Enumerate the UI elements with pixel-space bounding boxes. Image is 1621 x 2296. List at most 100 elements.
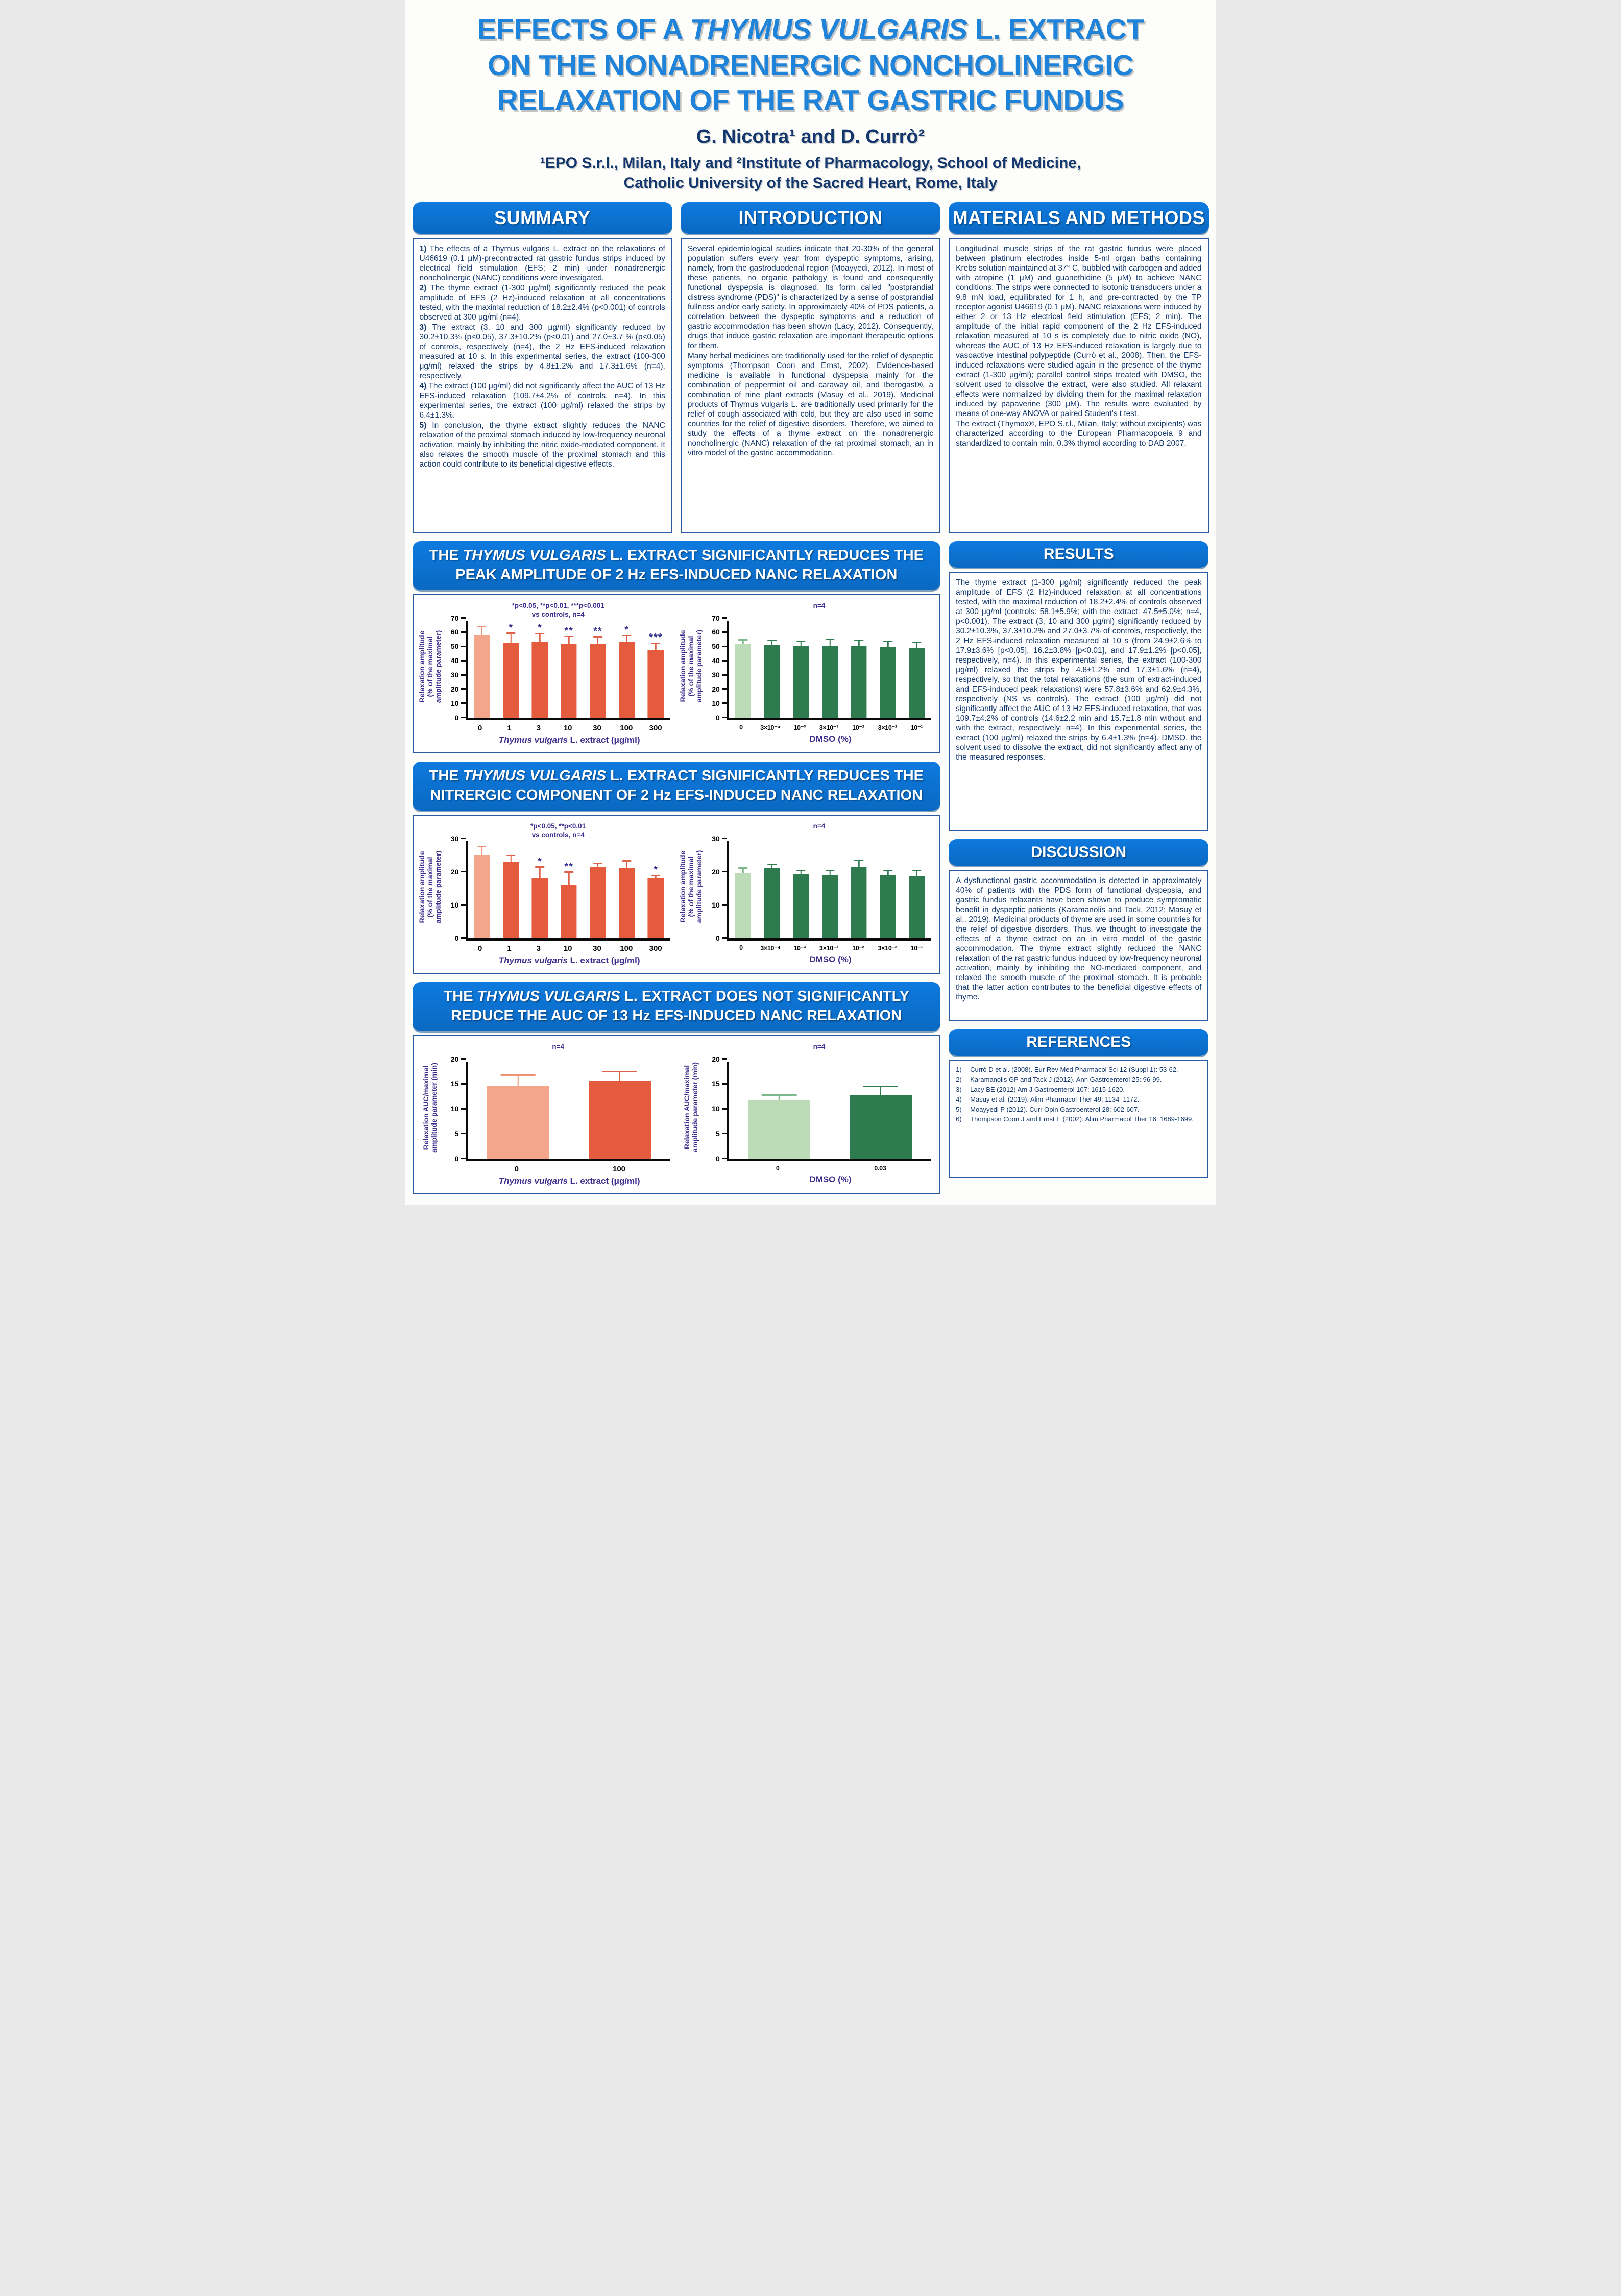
summary-section: SUMMARY 1) The effects of a Thymus vulga… bbox=[412, 202, 672, 533]
data-bar bbox=[647, 650, 664, 718]
error-bar-cap bbox=[477, 626, 487, 628]
bar-slot bbox=[731, 1062, 828, 1159]
x-category-label: 3 bbox=[536, 723, 541, 732]
results-body: The thyme extract (1-300 μg/ml) signific… bbox=[949, 571, 1209, 831]
y-tick-mark bbox=[461, 702, 466, 704]
bar-series bbox=[468, 1062, 670, 1159]
x-category-label: 0 bbox=[477, 723, 482, 732]
data-bar bbox=[588, 1080, 651, 1159]
y-tick-label: 20 bbox=[450, 685, 459, 693]
y-tick-mark bbox=[461, 631, 466, 633]
panel-peak-amplitude-charts: Relaxation amplitude (% of the maximal amp… bbox=[412, 594, 941, 753]
figure-panels: THE THYMUS VULGARIS L. EXTRACT SIGNIFICA… bbox=[412, 541, 941, 1194]
error-bar-stem bbox=[539, 866, 541, 878]
chart-peak-amplitude-dmso: Relaxation amplitude (% of the maximal amp… bbox=[678, 600, 936, 748]
data-bar bbox=[793, 874, 809, 938]
error-bar-stem bbox=[626, 860, 627, 869]
summary-paragraph: 5) In conclusion, the thyme extract slig… bbox=[419, 421, 665, 469]
discussion-header: DISCUSSION bbox=[949, 839, 1209, 866]
data-bar bbox=[793, 645, 809, 718]
x-category-label: 1 bbox=[507, 944, 512, 953]
y-tick-mark bbox=[721, 838, 727, 840]
error-bar-cap bbox=[761, 1094, 797, 1096]
y-tick-label: 40 bbox=[450, 656, 459, 665]
error-bar-stem bbox=[568, 636, 570, 645]
x-axis-label: Thymus vulgaris L. extract (μg/ml) bbox=[498, 735, 640, 745]
error-bar-cap bbox=[506, 854, 516, 857]
y-tick-mark bbox=[721, 660, 727, 662]
data-bar bbox=[764, 645, 780, 718]
error-bar-cap bbox=[825, 639, 835, 641]
bar-slot bbox=[788, 621, 813, 718]
error-bar-cap bbox=[796, 870, 806, 871]
error-bar-cap bbox=[651, 642, 661, 644]
x-category-label: 3×10⁻³ bbox=[819, 724, 839, 731]
x-category-label: 10 bbox=[563, 723, 572, 732]
x-category-label: 3×10⁻⁴ bbox=[760, 724, 781, 731]
panel-nitrergic-component-charts: Relaxation amplitude (% of the maximal amp… bbox=[412, 814, 941, 974]
data-bar bbox=[503, 643, 519, 718]
introduction-paragraph: Many herbal medicines are traditionally … bbox=[687, 351, 934, 457]
error-bar-cap bbox=[883, 870, 892, 871]
bar-slot bbox=[731, 841, 756, 938]
error-bar-stem bbox=[626, 635, 627, 642]
x-category-label: 0 bbox=[776, 1164, 780, 1172]
plot-area: 0 5 10 15 20 bbox=[451, 1055, 670, 1163]
error-bar-stem bbox=[539, 633, 541, 642]
error-bar-stem bbox=[829, 870, 831, 876]
chart-annotation: n=4 bbox=[552, 1042, 564, 1051]
error-bar-cap bbox=[500, 1074, 536, 1076]
y-tick-label: 30 bbox=[450, 834, 459, 843]
error-bar-stem bbox=[742, 639, 744, 645]
x-category-label: 1 bbox=[507, 723, 512, 732]
control-bar bbox=[474, 855, 490, 938]
y-tick-mark bbox=[461, 871, 466, 873]
bar-slot: * bbox=[527, 621, 552, 718]
bar-slot bbox=[614, 841, 639, 938]
bar-slot: ** bbox=[557, 841, 582, 938]
bar-slot bbox=[470, 841, 495, 938]
significance-stars: * bbox=[654, 864, 658, 876]
chart-annotation: *p<0.05, **p<0.01 vs controls, n=4 bbox=[530, 822, 586, 839]
data-bar bbox=[880, 875, 896, 938]
control-bar bbox=[474, 635, 490, 718]
plot-area: 0 5 10 15 20 bbox=[712, 1055, 932, 1163]
x-axis-label: DMSO (%) bbox=[809, 954, 852, 964]
y-tick-mark bbox=[461, 1133, 466, 1135]
y-tick-label: 50 bbox=[450, 642, 459, 651]
y-tick-mark bbox=[721, 871, 727, 873]
control-bar bbox=[748, 1100, 811, 1159]
x-category-label: 10⁻² bbox=[852, 724, 864, 731]
error-bar-cap bbox=[622, 634, 632, 637]
x-category-label: 100 bbox=[620, 723, 633, 732]
y-tick-label: 0 bbox=[454, 1154, 459, 1163]
bar-slot bbox=[470, 621, 495, 718]
error-bar-cap bbox=[593, 863, 602, 865]
bar-slot: * bbox=[614, 621, 639, 718]
poster-title-line-1: EFFECTS OF A THYMUS VULGARIS L. EXTRACT bbox=[477, 13, 1144, 46]
error-bar-cap bbox=[602, 1071, 637, 1072]
introduction-body: Several epidemiological studies indicate… bbox=[680, 237, 941, 533]
error-bar-stem bbox=[655, 643, 657, 650]
bar-slot: *** bbox=[643, 621, 668, 718]
data-bar bbox=[764, 868, 780, 938]
significance-stars: ** bbox=[593, 625, 602, 637]
poster-title-line-3: RELAXATION OF THE RAT GASTRIC FUNDUS bbox=[497, 84, 1124, 117]
bar-slot: ** bbox=[557, 621, 582, 718]
right-column: RESULTS The thyme extract (1-300 μg/ml) … bbox=[949, 541, 1209, 1178]
bar-slot bbox=[788, 841, 813, 938]
y-axis-label: Relaxation amplitude (% of the maximal amp… bbox=[417, 630, 442, 703]
summary-paragraph: 1) The effects of a Thymus vulgaris L. e… bbox=[419, 244, 665, 282]
data-bar bbox=[531, 642, 548, 718]
references-body: 1) Currò D et al. (2008). Eur Rev Med Pha… bbox=[949, 1059, 1209, 1178]
significance-stars: * bbox=[538, 856, 542, 867]
panel-nitrergic-component: THE THYMUS VULGARIS L. EXTRACT SIGNIFICA… bbox=[412, 761, 941, 974]
y-tick-mark bbox=[721, 702, 727, 704]
control-bar bbox=[735, 644, 751, 718]
x-category-label: 300 bbox=[649, 723, 662, 732]
y-tick-label: 20 bbox=[450, 1055, 459, 1063]
y-tick-label: 15 bbox=[450, 1080, 459, 1088]
bar-slot: ** bbox=[586, 621, 611, 718]
references-section: REFERENCES 1) Currò D et al. (2008). Eur … bbox=[949, 1029, 1209, 1178]
y-tick-mark bbox=[461, 660, 466, 662]
